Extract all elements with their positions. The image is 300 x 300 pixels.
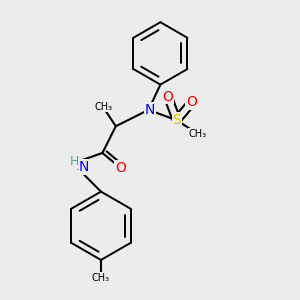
Text: CH₃: CH₃	[188, 129, 207, 139]
Text: O: O	[162, 89, 173, 103]
Text: N: N	[145, 103, 155, 117]
Text: CH₃: CH₃	[95, 102, 113, 112]
Text: S: S	[172, 113, 181, 127]
Text: H: H	[70, 155, 79, 168]
Text: O: O	[115, 161, 126, 175]
Text: CH₃: CH₃	[92, 273, 110, 283]
Text: O: O	[186, 95, 197, 110]
Text: N: N	[79, 160, 89, 174]
